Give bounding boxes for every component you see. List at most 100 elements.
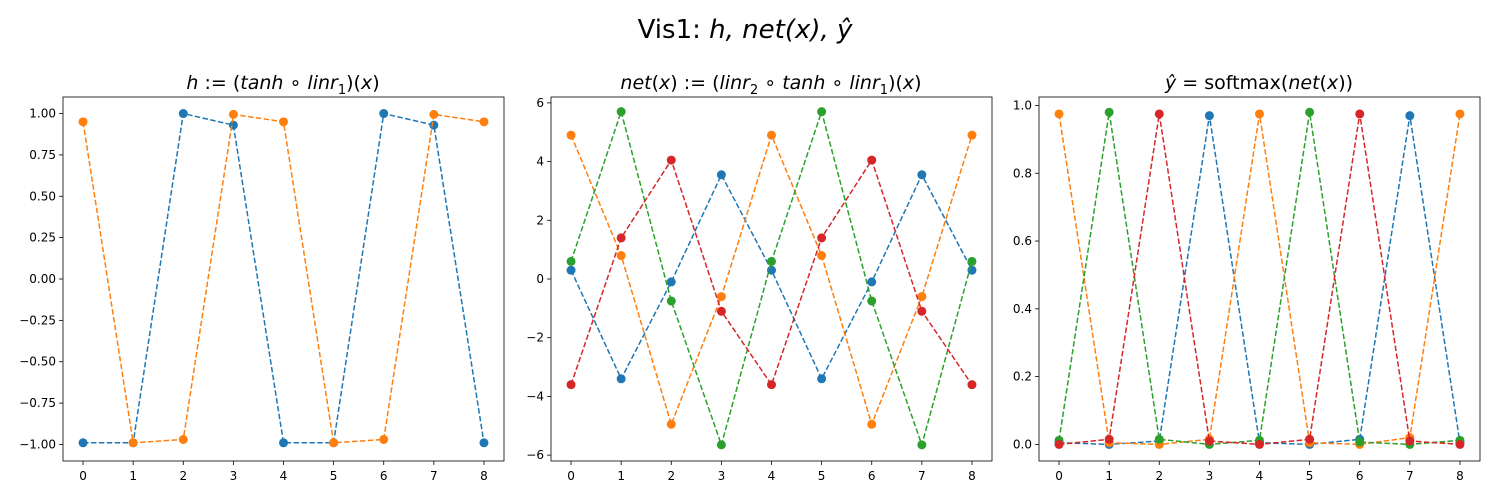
x-tick-label: 7 [430, 469, 438, 483]
data-point [716, 170, 726, 180]
x-tick-label: 1 [617, 469, 625, 483]
data-point [479, 117, 489, 127]
series-line [570, 158, 973, 387]
data-point [1305, 107, 1315, 117]
y-tick-label: 2 [536, 213, 544, 227]
data-point [1204, 436, 1214, 446]
data-point [917, 440, 927, 450]
data-point [1154, 434, 1164, 444]
data-point [228, 109, 238, 119]
data-point [379, 434, 389, 444]
x-tick-label: 8 [968, 469, 976, 483]
data-point [817, 251, 827, 261]
y-tick-label: −0.25 [19, 313, 56, 327]
y-tick-label: 0.50 [29, 189, 56, 203]
data-point [1104, 434, 1114, 444]
data-point [716, 440, 726, 450]
x-tick-label: 4 [280, 469, 288, 483]
y-tick-label: 0.8 [1013, 166, 1032, 180]
x-tick-label: 5 [330, 469, 338, 483]
data-point [279, 117, 288, 127]
data-point [566, 256, 576, 266]
data-point [616, 251, 626, 261]
y-tick-label: 0 [536, 272, 544, 286]
y-tick-label: 4 [536, 155, 544, 169]
data-point [967, 256, 977, 266]
x-tick-label: 0 [79, 469, 87, 483]
data-point [479, 438, 489, 448]
data-point [1054, 439, 1064, 449]
x-tick-label: 6 [380, 469, 388, 483]
data-point [616, 107, 626, 117]
series-line [1059, 115, 1461, 446]
figure-title: Vis1: h, net(x), ŷ [638, 15, 853, 45]
y-tick-label: −6 [526, 448, 544, 462]
x-tick-label: 6 [868, 469, 876, 483]
x-tick-label: 0 [1055, 469, 1063, 483]
data-point [78, 438, 88, 448]
data-point [1054, 109, 1064, 119]
data-point [1104, 107, 1114, 117]
x-tick-label: 8 [480, 469, 488, 483]
data-point [178, 109, 188, 119]
y-tick-label: −2 [526, 331, 544, 345]
data-point [716, 292, 726, 302]
data-point [178, 434, 188, 444]
data-point [566, 380, 576, 390]
series-line [1058, 113, 1461, 446]
data-point [666, 155, 676, 165]
data-point [716, 306, 726, 316]
y-tick-label: 0.00 [29, 272, 56, 286]
data-point [429, 120, 439, 130]
data-point [867, 419, 877, 429]
series-line [1058, 113, 1461, 446]
data-point [1355, 109, 1365, 119]
data-point [1154, 109, 1164, 119]
x-tick-label: 5 [1306, 469, 1314, 483]
y-tick-label: 0.6 [1013, 234, 1032, 248]
y-tick-label: 6 [536, 96, 544, 110]
data-point [566, 265, 576, 275]
x-tick-label: 6 [1356, 469, 1364, 483]
series-line [82, 113, 485, 444]
data-point [128, 438, 138, 448]
data-point [867, 277, 877, 287]
panel-network-output: net(x) := (linr2 ∘ tanh ∘ linr1)(x) 0 1 2 3… [526, 72, 993, 483]
data-point [1455, 109, 1465, 119]
y-tick-label: 0.75 [29, 148, 56, 162]
data-point [1405, 111, 1415, 121]
y-tick-label: 0.25 [29, 231, 56, 245]
data-point [329, 438, 339, 448]
data-point [666, 277, 676, 287]
data-point [817, 233, 827, 243]
data-point [429, 109, 439, 119]
x-tick-label: 1 [1105, 469, 1113, 483]
data-point [666, 419, 676, 429]
series-line [570, 109, 973, 448]
x-tick-label: 4 [768, 469, 776, 483]
data-point [917, 306, 927, 316]
panel-title: net(x) := (linr2 ∘ tanh ∘ linr1)(x) [620, 72, 921, 98]
data-point [817, 107, 827, 117]
axes-frame [62, 96, 505, 462]
y-tick-label: −4 [526, 389, 544, 403]
panel-hidden-activation: h := (tanh ∘ linr1)(x) 0 1 2 3 4 5 6 7 8 −1.00 −0.… [19, 72, 505, 483]
data-point [917, 170, 927, 180]
y-tick-label: −0.50 [19, 355, 56, 369]
axes-frame [1038, 96, 1481, 462]
x-tick-label: 3 [1206, 469, 1214, 483]
y-tick-label: −1.00 [19, 437, 56, 451]
data-point [379, 109, 389, 119]
x-tick-label: 8 [1456, 469, 1464, 483]
y-tick-label: 0.2 [1013, 370, 1032, 384]
x-tick-label: 7 [1406, 469, 1414, 483]
data-point [767, 380, 776, 390]
y-tick-label: 1.0 [1013, 98, 1032, 112]
x-tick-label: 4 [1256, 469, 1264, 483]
data-point [616, 374, 626, 384]
axes-frame [550, 96, 993, 462]
x-tick-label: 7 [918, 469, 926, 483]
figure-title-math: h, net(x), ŷ [709, 15, 853, 45]
y-tick-label: −0.75 [19, 396, 56, 410]
data-point [566, 130, 576, 140]
